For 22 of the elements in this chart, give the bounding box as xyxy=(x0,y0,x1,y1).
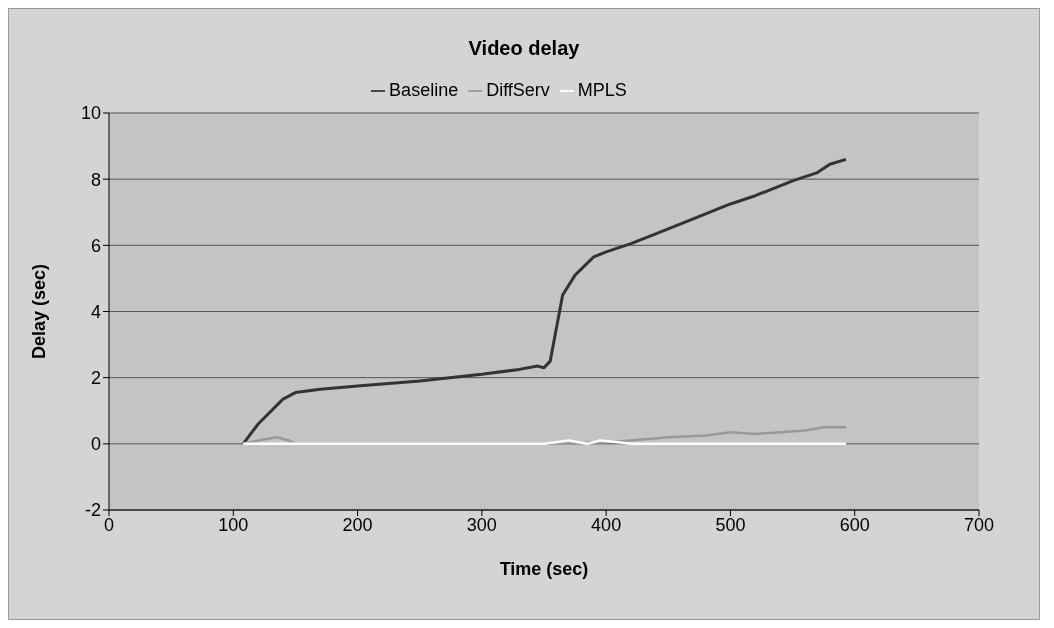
y-tick-label: 6 xyxy=(90,235,101,256)
y-tick-label: 8 xyxy=(90,169,101,190)
x-tick-label: 400 xyxy=(591,514,622,535)
line-series xyxy=(241,157,848,446)
legend-label: DiffServ xyxy=(486,80,550,100)
x-tick-label: 200 xyxy=(342,514,373,535)
chart-title: Video delay xyxy=(467,36,581,60)
x-tick-label: 600 xyxy=(839,514,870,535)
y-axis-title: Delay (sec) xyxy=(29,263,50,360)
x-tick-label: 700 xyxy=(963,514,995,535)
legend-label: MPLS xyxy=(577,80,627,100)
y-tick-label: 10 xyxy=(80,103,101,124)
x-axis-title: Time (sec) xyxy=(499,559,589,579)
x-tick-label: 100 xyxy=(218,514,249,535)
y-tick-label: -2 xyxy=(84,500,101,521)
y-tick-label: 0 xyxy=(90,434,101,455)
legend-label: Baseline xyxy=(389,80,459,100)
x-tick-label: 500 xyxy=(715,514,746,535)
y-tick-label: 4 xyxy=(90,301,101,322)
y-tick-label: 2 xyxy=(90,368,101,389)
x-tick-label: 0 xyxy=(103,514,115,535)
x-tick-label: 300 xyxy=(466,514,497,535)
